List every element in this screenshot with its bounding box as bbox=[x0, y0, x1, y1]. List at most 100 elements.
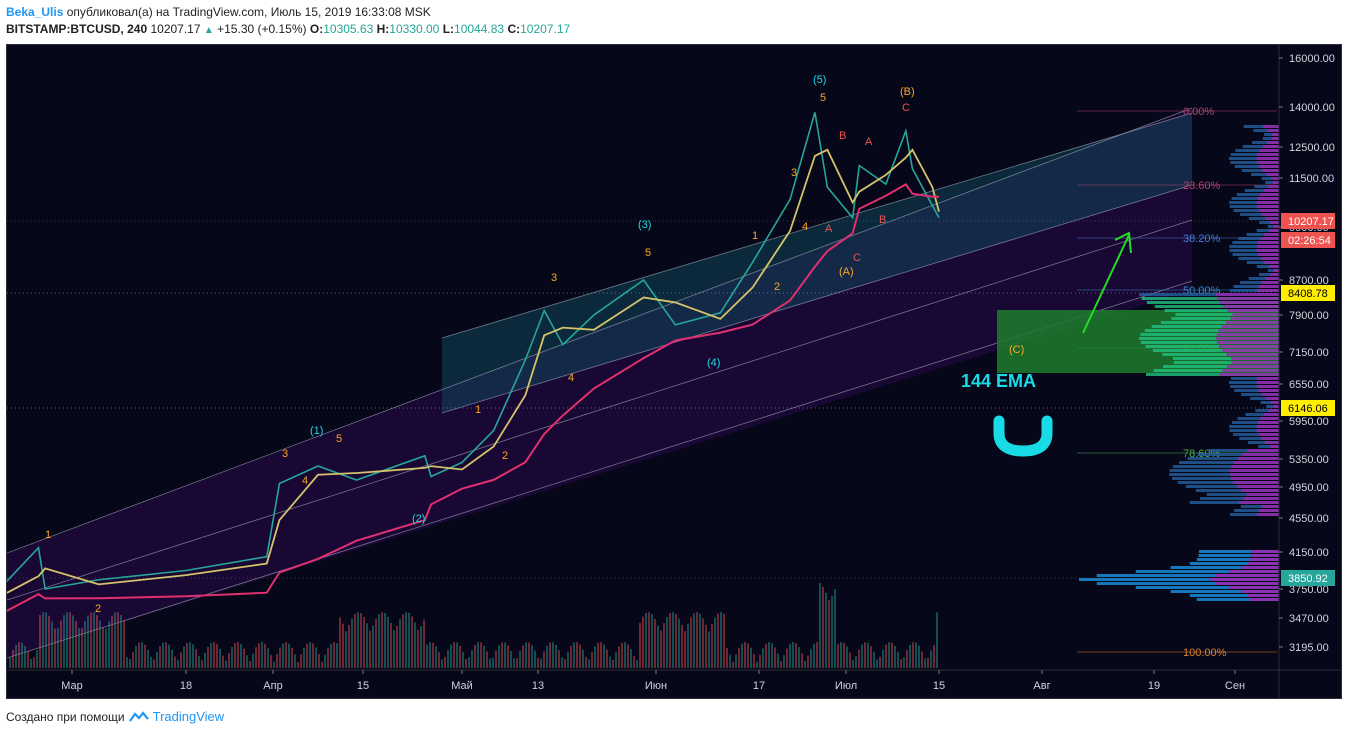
volume-bar bbox=[135, 645, 137, 668]
wave-count-label: C bbox=[853, 252, 861, 264]
wave-count-label: 4 bbox=[568, 372, 574, 384]
volume-bar bbox=[78, 628, 80, 668]
volume-profile-bar bbox=[1269, 445, 1279, 448]
volume-profile-bar bbox=[1268, 409, 1279, 412]
volume-profile-bar bbox=[1264, 261, 1279, 264]
volume-profile-bar bbox=[1175, 313, 1279, 316]
volume-profile-bar bbox=[1265, 277, 1279, 280]
volume-profile-bar bbox=[1231, 377, 1279, 380]
volume-profile-bar bbox=[1189, 594, 1279, 597]
volume-profile-bar bbox=[1258, 445, 1279, 448]
projection-arrow[interactable] bbox=[1082, 234, 1130, 334]
volume-profile-bar bbox=[1232, 313, 1279, 316]
volume-profile-bar bbox=[1177, 481, 1279, 484]
volume-bar bbox=[441, 659, 443, 668]
volume-bar bbox=[498, 645, 500, 668]
volume-bar bbox=[690, 617, 692, 668]
volume-bar bbox=[858, 649, 860, 668]
volume-bar bbox=[528, 642, 530, 668]
up-triangle-icon: ▲ bbox=[203, 25, 214, 36]
wave-count-label: A bbox=[825, 223, 833, 235]
price-tick-label: 3750.00 bbox=[1289, 584, 1329, 596]
volume-profile-bar bbox=[1215, 574, 1279, 577]
volume-profile-bar bbox=[1261, 505, 1279, 508]
volume-profile-bar bbox=[1263, 413, 1279, 416]
volume-profile-bar bbox=[1216, 293, 1279, 296]
volume-bar bbox=[300, 654, 302, 668]
chart-area[interactable]: 0.00%23.60%38.20%50.00%61.80%78.60%100.0… bbox=[6, 44, 1342, 699]
volume-bar bbox=[339, 617, 341, 668]
volume-profile-bar bbox=[1261, 213, 1279, 216]
ema-144-line[interactable] bbox=[7, 183, 940, 622]
volume-bar bbox=[279, 647, 281, 668]
volume-profile-bar bbox=[1216, 337, 1279, 340]
channel-line[interactable] bbox=[7, 107, 1193, 554]
volume-profile-bar bbox=[1229, 289, 1279, 292]
volume-bar bbox=[840, 642, 842, 668]
volume-bar bbox=[108, 621, 110, 668]
volume-bar bbox=[705, 624, 707, 668]
volume-profile-bar bbox=[1256, 249, 1279, 252]
volume-profile-bar bbox=[1189, 501, 1279, 504]
channel-line[interactable] bbox=[7, 219, 1193, 601]
volume-bar bbox=[642, 616, 644, 668]
wave-count-label: 1 bbox=[475, 404, 481, 416]
volume-profile-bar bbox=[1260, 257, 1279, 260]
volume-bar bbox=[294, 654, 296, 668]
volume-profile-bar bbox=[1229, 205, 1279, 208]
wave-count-label: 4 bbox=[302, 475, 308, 487]
volume-bar bbox=[897, 651, 899, 668]
volume-bar bbox=[210, 642, 212, 668]
price-tick-label: 14000.00 bbox=[1289, 102, 1335, 114]
volume-bar bbox=[747, 643, 749, 668]
volume-bar bbox=[519, 650, 521, 668]
volume-profile-bar bbox=[1196, 598, 1279, 601]
volume-bar bbox=[111, 615, 113, 668]
volume-profile-bar bbox=[1171, 317, 1279, 320]
ma-line[interactable] bbox=[7, 148, 940, 605]
volume-bar bbox=[708, 631, 710, 668]
price-axis[interactable]: 16000.0014000.0012500.0011500.009900.008… bbox=[1279, 53, 1335, 654]
volume-profile-bar bbox=[1259, 273, 1279, 276]
volume-bar bbox=[540, 658, 542, 668]
volume-profile-bar bbox=[1232, 253, 1279, 256]
volume-bar bbox=[30, 658, 32, 668]
chart-svg[interactable]: 0.00%23.60%38.20%50.00%61.80%78.60%100.0… bbox=[7, 45, 1341, 698]
volume-bar bbox=[429, 642, 431, 668]
volume-bar bbox=[732, 661, 734, 668]
footer: Создано при помощи TradingView bbox=[6, 709, 224, 724]
volume-profile-bar bbox=[1096, 582, 1279, 585]
chart-annotation: (4) bbox=[707, 357, 720, 369]
volume-bar bbox=[501, 642, 503, 668]
volume-profile-bar bbox=[1256, 513, 1279, 516]
volume-profile-bar bbox=[1225, 321, 1279, 324]
volume-bar bbox=[825, 592, 827, 668]
price-line[interactable] bbox=[7, 112, 940, 604]
price-tick-label: 4150.00 bbox=[1289, 547, 1329, 559]
volume-profile-bar bbox=[1135, 586, 1279, 589]
tradingview-link[interactable]: TradingView bbox=[152, 709, 225, 724]
volume-bar bbox=[645, 612, 647, 668]
volume-bar bbox=[312, 643, 314, 668]
price-tick-label: 11500.00 bbox=[1289, 173, 1334, 185]
volume-profile-bar bbox=[1140, 341, 1279, 344]
volume-bar bbox=[735, 654, 737, 668]
volume-bar bbox=[579, 644, 581, 668]
wave-count-label: 2 bbox=[95, 603, 101, 615]
channel-line[interactable] bbox=[441, 184, 1193, 414]
volume-bar bbox=[438, 652, 440, 668]
volume-bar bbox=[444, 656, 446, 668]
volume-profile-bar bbox=[1206, 493, 1279, 496]
volume-profile-bar bbox=[1272, 181, 1279, 184]
volume-bar bbox=[219, 648, 221, 668]
volume-bar bbox=[558, 650, 560, 668]
volume-bar bbox=[876, 659, 878, 668]
volume-profile-bar bbox=[1260, 417, 1279, 420]
volume-bar bbox=[471, 650, 473, 668]
author-link[interactable]: Beka_Ulis bbox=[6, 5, 64, 19]
volume-bar bbox=[9, 656, 11, 668]
volume-bar bbox=[24, 645, 26, 668]
volume-profile-bar bbox=[1246, 493, 1279, 496]
time-axis[interactable]: Мар 18 Апр 15 Май 13 Июн 17 Июл 15 Авг 19 Сен bbox=[61, 670, 1245, 692]
channel-line[interactable] bbox=[441, 112, 1193, 339]
